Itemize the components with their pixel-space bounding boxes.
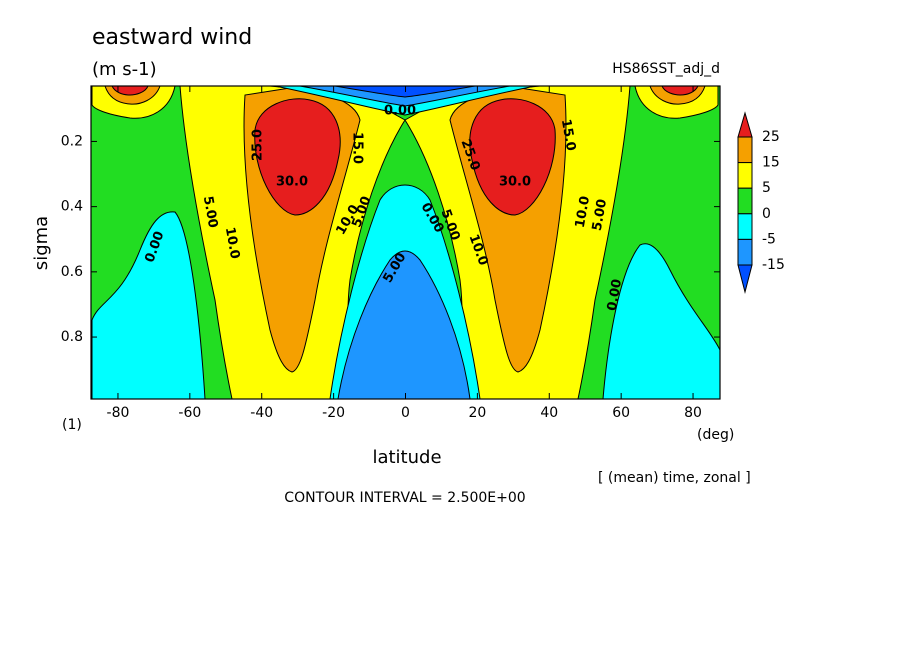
contour-region xyxy=(337,250,471,399)
x-tick-label: -40 xyxy=(250,405,273,421)
colorbar-label: 25 xyxy=(762,129,780,145)
y-tick-label: 0.6 xyxy=(61,264,83,280)
y-tick-label: 0.4 xyxy=(61,199,83,215)
contour-label: 15.0 xyxy=(558,118,578,152)
x-tick-label: 40 xyxy=(540,405,558,421)
y-axis-label: sigma xyxy=(31,216,52,270)
x-axis-label: latitude xyxy=(372,447,441,468)
contour-label: 25.0 xyxy=(251,129,266,161)
colorbar-label: 0 xyxy=(762,206,771,222)
colorbar-box xyxy=(737,213,753,240)
colorbar-box xyxy=(737,187,753,215)
chart-subtitle: (m s-1) xyxy=(92,59,157,80)
x-tick-label: -80 xyxy=(107,405,130,421)
contour-label: 30.0 xyxy=(276,175,308,190)
field xyxy=(91,86,720,399)
contour-label: 10.0 xyxy=(573,195,593,229)
contour-label: 5.00 xyxy=(200,195,220,229)
contour-label: 15.0 xyxy=(350,132,365,164)
x-tick-label: -20 xyxy=(322,405,345,421)
contour-region xyxy=(661,86,699,96)
colorbar-label: 15 xyxy=(762,155,780,171)
x-tick-label: 0 xyxy=(401,405,410,421)
x-tick-label: 20 xyxy=(468,405,486,421)
contour-interval: CONTOUR INTERVAL = 2.500E+00 xyxy=(284,490,525,506)
contour-label: 10.0 xyxy=(222,226,242,260)
y-unit: (1) xyxy=(62,417,82,433)
contour-region xyxy=(254,98,341,216)
colorbar-cap xyxy=(737,111,753,138)
x-tick-label: 80 xyxy=(684,405,702,421)
contour-region xyxy=(91,211,206,399)
colorbar-label: -15 xyxy=(762,257,785,273)
contour-label: 0.00 xyxy=(605,278,625,312)
x-unit: (deg) xyxy=(697,427,734,443)
contour-region xyxy=(469,98,556,216)
y-tick-label: 0.8 xyxy=(61,329,83,345)
x-tick-label: 60 xyxy=(612,405,630,421)
contour-label: 5.00 xyxy=(590,198,610,232)
dataset-label: HS86SST_adj_d xyxy=(612,61,720,77)
y-tick-label: 0.2 xyxy=(61,133,83,149)
colorbar-label: 5 xyxy=(762,180,771,196)
contour-label: 30.0 xyxy=(499,175,531,190)
x-tick-label: -60 xyxy=(178,405,201,421)
colorbar-label: -5 xyxy=(762,231,776,247)
colorbar-box xyxy=(737,238,753,266)
colorbar-box xyxy=(737,136,753,164)
contour-region xyxy=(602,243,720,399)
colorbar-cap xyxy=(737,264,753,294)
note: [ (mean) time, zonal ] xyxy=(598,470,751,486)
chart-title: eastward wind xyxy=(92,25,252,50)
contour-region xyxy=(111,86,149,96)
contour-label: 0.00 xyxy=(384,104,416,119)
colorbar-box xyxy=(737,162,753,189)
